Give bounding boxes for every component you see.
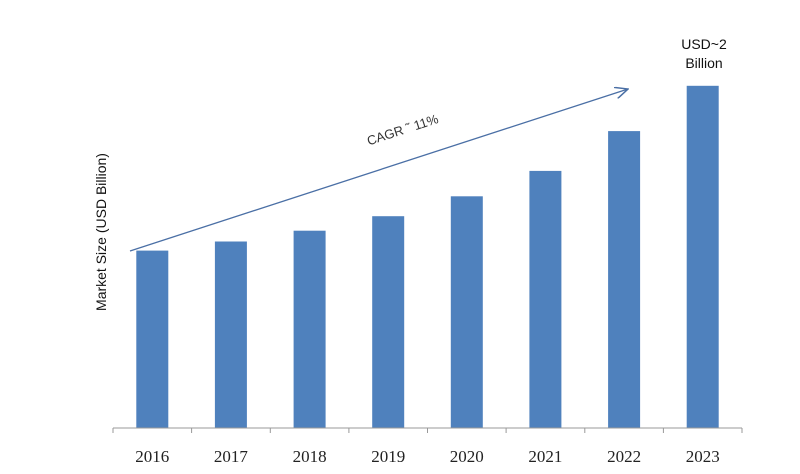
x-tick-label-2023: 2023: [686, 447, 720, 466]
bar-2023: [686, 85, 719, 429]
x-tick-label-2016: 2016: [135, 447, 169, 466]
x-tick-label-2022: 2022: [607, 447, 641, 466]
cagr-trend-arrow: [129, 89, 628, 252]
x-tick-label-2019: 2019: [371, 447, 405, 466]
bar-2018: [293, 230, 326, 428]
x-ticks-group: 2016 2017 2018 2019 2020 2021 2022 2023: [112, 428, 743, 466]
cagr-label: CAGR ˜ 11%: [365, 111, 441, 148]
x-tick-label-2021: 2021: [528, 447, 562, 466]
bar-2016: [136, 250, 169, 428]
x-tick-label-2017: 2017: [214, 447, 249, 466]
bar-2020: [450, 196, 483, 428]
bars-group: [136, 85, 719, 429]
bar-2017: [214, 241, 247, 428]
x-tick-label-2018: 2018: [293, 447, 327, 466]
x-tick-label-2020: 2020: [450, 447, 484, 466]
y-axis-label: Market Size (USD Billion): [93, 153, 109, 311]
bar-2022: [608, 131, 641, 428]
last-value-annotation-line1: USD~2: [681, 36, 727, 52]
bar-2019: [372, 216, 405, 428]
bar-2021: [529, 170, 562, 428]
last-value-annotation-line2: Billion: [685, 55, 722, 71]
